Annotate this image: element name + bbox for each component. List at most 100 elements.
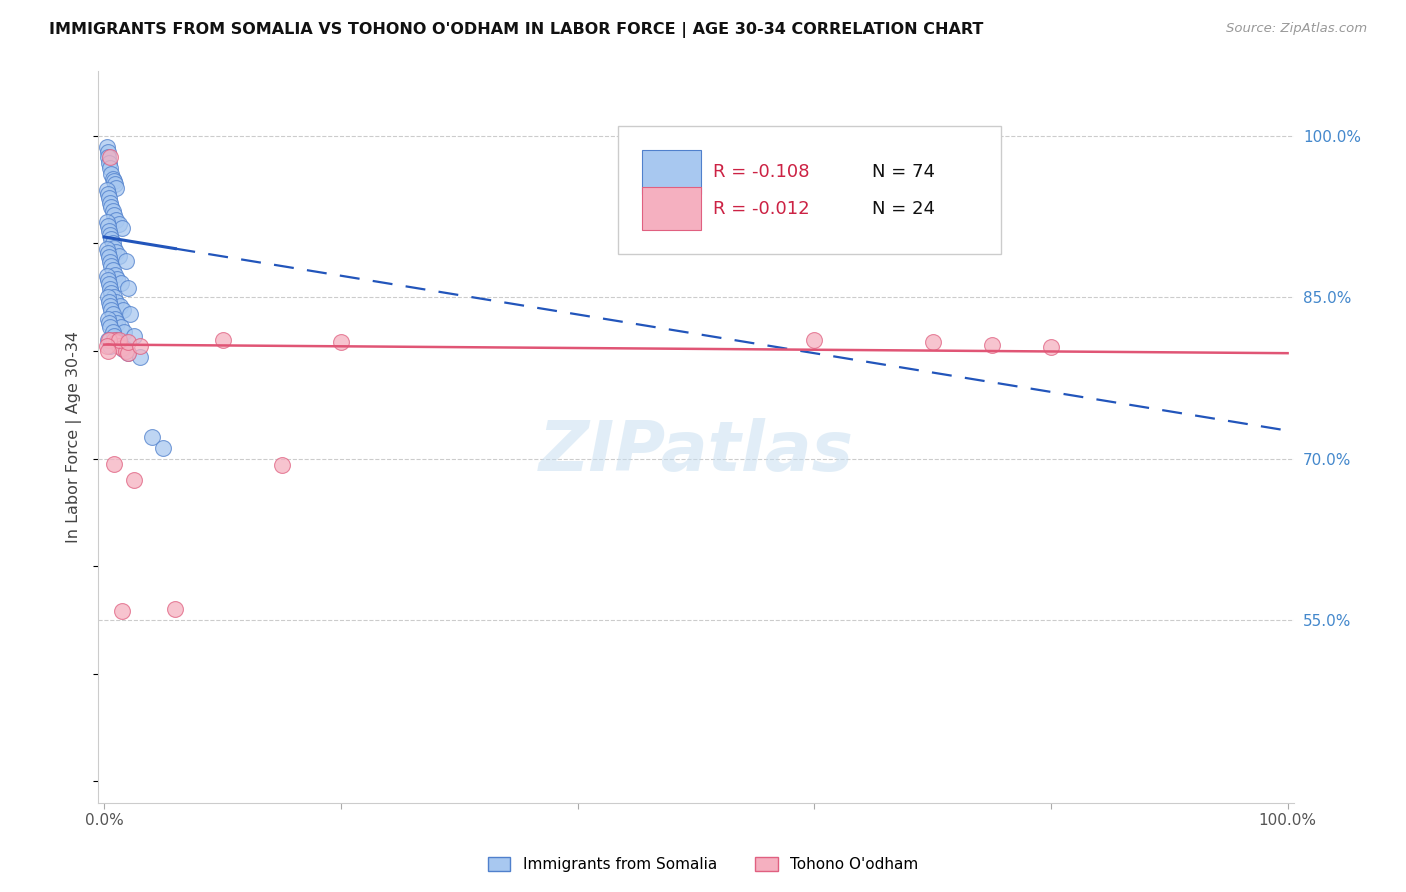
Text: Source: ZipAtlas.com: Source: ZipAtlas.com <box>1226 22 1367 36</box>
Point <box>98 339 121 353</box>
Point <box>97 219 120 234</box>
Text: IMMIGRANTS FROM SOMALIA VS TOHONO O'ODHAM IN LABOR FORCE | AGE 30-34 CORRELATION: IMMIGRANTS FROM SOMALIA VS TOHONO O'ODHA… <box>49 22 984 38</box>
Text: R = -0.012: R = -0.012 <box>713 200 810 218</box>
Y-axis label: In Labor Force | Age 30-34: In Labor Force | Age 30-34 <box>66 331 83 543</box>
Point <box>97 145 120 159</box>
Point <box>98 333 121 347</box>
Point <box>104 178 127 192</box>
Point <box>105 294 128 309</box>
Point <box>803 333 825 347</box>
Point <box>105 272 128 286</box>
Point <box>114 344 136 359</box>
Point <box>122 329 145 343</box>
Point <box>122 473 145 487</box>
Point <box>103 329 125 343</box>
Point <box>104 311 127 326</box>
Point <box>100 285 122 300</box>
Point <box>100 303 122 318</box>
Point <box>141 430 163 444</box>
Point <box>105 180 128 194</box>
Point <box>101 308 124 322</box>
Point <box>96 268 118 283</box>
Point <box>101 172 124 186</box>
Point <box>96 242 118 256</box>
Point <box>104 268 127 282</box>
Point <box>97 273 120 287</box>
Legend: Immigrants from Somalia, Tohono O'odham: Immigrants from Somalia, Tohono O'odham <box>479 849 927 880</box>
Text: ZIPatlas: ZIPatlas <box>538 418 853 485</box>
Point <box>98 282 121 296</box>
Point <box>101 236 124 251</box>
Point <box>103 333 125 347</box>
FancyBboxPatch shape <box>619 126 1001 254</box>
Point <box>105 333 128 347</box>
Point <box>105 212 128 227</box>
Point <box>152 441 174 455</box>
Point <box>101 325 124 339</box>
Point <box>100 167 122 181</box>
Point <box>98 320 121 334</box>
Point <box>97 333 120 347</box>
Point <box>112 342 135 356</box>
Point <box>108 337 131 351</box>
Point <box>112 303 135 318</box>
Point <box>128 351 150 365</box>
Point <box>98 223 121 237</box>
Point <box>100 200 122 214</box>
Point <box>114 253 136 268</box>
Point <box>103 209 125 223</box>
Point <box>98 251 121 265</box>
Point <box>980 337 1002 351</box>
Point <box>117 346 139 360</box>
Point <box>98 227 121 242</box>
Point <box>96 339 118 353</box>
Point <box>211 333 233 347</box>
Point <box>100 259 122 273</box>
Point <box>921 335 943 350</box>
Point <box>98 299 121 313</box>
Point <box>97 186 120 201</box>
FancyBboxPatch shape <box>643 151 700 194</box>
Point <box>100 232 122 246</box>
Point <box>105 245 128 260</box>
Point <box>97 290 120 304</box>
Point <box>117 335 139 350</box>
Point <box>98 294 121 309</box>
Point <box>110 320 132 334</box>
Point <box>96 215 118 229</box>
Point <box>98 316 121 330</box>
Text: N = 24: N = 24 <box>872 200 935 218</box>
Point <box>103 290 125 304</box>
Point <box>1039 340 1062 354</box>
Point <box>103 457 125 471</box>
Point <box>103 241 125 255</box>
Point <box>108 299 131 313</box>
Point <box>105 335 128 350</box>
Point <box>97 246 120 260</box>
Point <box>98 277 121 292</box>
Point <box>107 339 129 353</box>
Point <box>98 156 121 170</box>
Point <box>105 316 128 330</box>
Point <box>110 277 132 291</box>
Point <box>98 195 121 210</box>
Point <box>97 150 120 164</box>
Point <box>107 217 129 231</box>
Point <box>107 249 129 263</box>
Point <box>96 183 118 197</box>
Point <box>107 333 129 347</box>
Point <box>128 339 150 353</box>
Point <box>111 604 134 618</box>
Point <box>270 458 292 472</box>
Point <box>120 308 142 322</box>
Point <box>330 335 353 350</box>
Point <box>117 280 139 294</box>
Point <box>98 161 121 176</box>
Point <box>97 344 120 359</box>
Point <box>114 325 136 339</box>
Text: N = 74: N = 74 <box>872 163 935 181</box>
Point <box>98 150 121 164</box>
Point <box>101 263 124 277</box>
Point <box>97 311 120 326</box>
Text: R = -0.108: R = -0.108 <box>713 163 810 181</box>
